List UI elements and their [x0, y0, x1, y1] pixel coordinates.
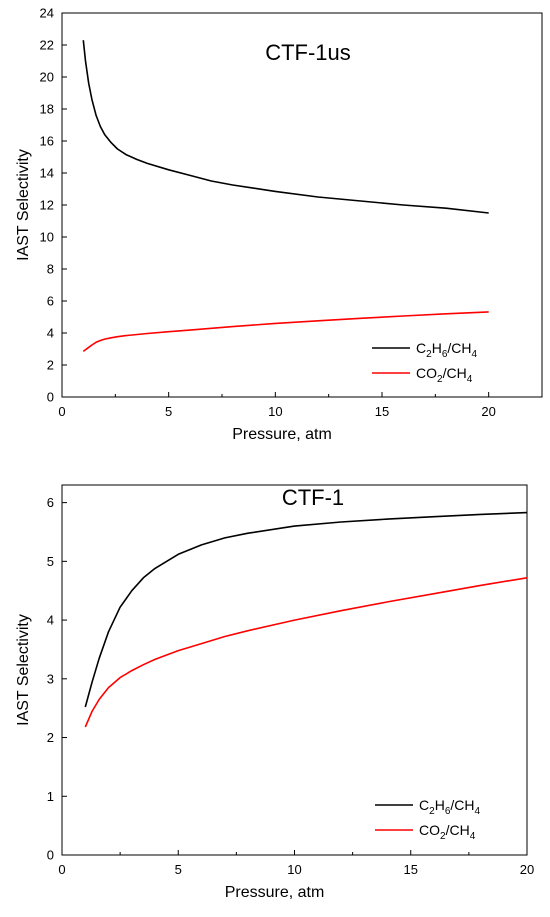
x-tick-label: 20 — [481, 404, 495, 419]
series-line-1 — [84, 511, 528, 708]
x-axis-title: Pressure, atm — [232, 426, 332, 443]
chart-title: CTF-1us — [265, 40, 351, 65]
y-tick-label: 3 — [47, 671, 54, 686]
y-tick-label: 16 — [40, 134, 54, 149]
chart-title: CTF-1 — [282, 485, 344, 510]
x-tick-label: 20 — [520, 862, 534, 877]
x-tick-label: 0 — [58, 862, 65, 877]
chart-2: 0 5 10 15 20 0 1 2 3 4 5 6 Pressure, atm IAST Selecti… — [15, 484, 534, 901]
y-tick-label: 0 — [47, 390, 54, 405]
y-tick-label: 1 — [47, 789, 54, 804]
legend-entry: CO2/CH4 — [416, 365, 473, 385]
x-tick-label: 10 — [287, 862, 301, 877]
series-line-1 — [82, 40, 489, 214]
y-tick-label: 2 — [47, 358, 54, 373]
x-tick-label: 5 — [165, 404, 172, 419]
series-line-2 — [82, 311, 489, 353]
y-tick-label: 0 — [47, 848, 54, 863]
legend-entry: C2H6/CH4 — [416, 340, 478, 360]
x-axis-title: Pressure, atm — [225, 884, 325, 901]
y-axis-title: IAST Selectivity — [15, 614, 32, 726]
series-line-2 — [84, 577, 528, 728]
y-tick-label: 4 — [47, 326, 54, 341]
x-tick-label: 5 — [175, 862, 182, 877]
y-tick-label: 24 — [40, 6, 54, 21]
y-tick-label: 14 — [40, 166, 54, 181]
y-tick-label: 6 — [47, 294, 54, 309]
y-tick-label: 2 — [47, 730, 54, 745]
y-tick-label: 4 — [47, 613, 54, 628]
y-tick-label: 5 — [47, 554, 54, 569]
y-tick-label: 6 — [47, 495, 54, 510]
y-tick-label: 20 — [40, 70, 54, 85]
y-tick-label: 12 — [40, 198, 54, 213]
legend-entry: CO2/CH4 — [419, 822, 476, 842]
y-tick-label: 10 — [40, 230, 54, 245]
y-axis-title: IAST Selectivity — [15, 149, 32, 261]
x-tick-label: 10 — [268, 404, 282, 419]
y-tick-label: 18 — [40, 102, 54, 117]
legend-entry: C2H6/CH4 — [419, 797, 481, 817]
x-tick-label: 15 — [375, 404, 389, 419]
x-tick-label: 0 — [58, 404, 65, 419]
x-tick-label: 15 — [404, 862, 418, 877]
y-tick-label: 8 — [47, 262, 54, 277]
y-tick-label: 22 — [40, 38, 54, 53]
